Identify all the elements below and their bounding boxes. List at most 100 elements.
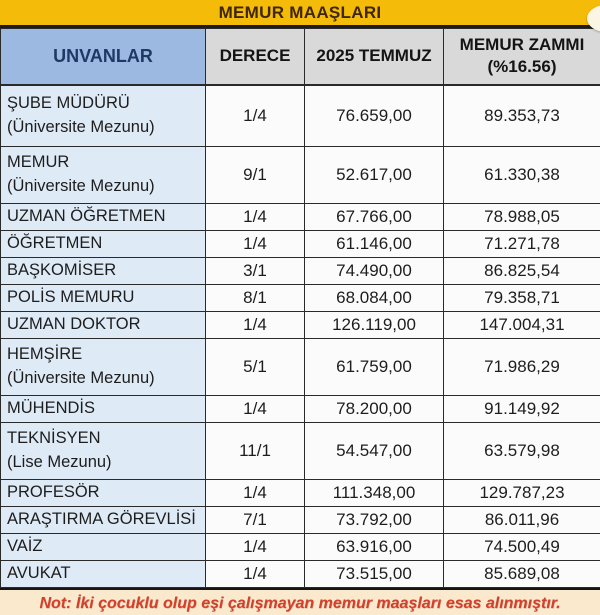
watermark-circle [587,5,600,32]
cell-zam: 71.271,78 [443,230,600,258]
cell-unvan: ARAŞTIRMA GÖREVLİSİ [0,506,206,534]
table-row: ÖĞRETMEN 1/4 61.146,00 71.271,78 [0,230,600,258]
column-header-derece: DERECE [205,28,305,86]
footnote: Not: İki çocuklu olup eşi çalışmayan mem… [0,588,600,615]
cell-temmuz: 78.200,00 [304,395,444,423]
cell-unvan: PROFESÖR [0,479,206,507]
row-title: UZMAN DOKTOR [7,315,141,334]
cell-derece: 7/1 [205,506,305,534]
table-row: UZMAN ÖĞRETMEN 1/4 67.766,00 78.988,05 [0,203,600,231]
row-title: MÜHENDİS [7,399,96,418]
table-row: PROFESÖR 1/4 111.348,00 129.787,23 [0,479,600,507]
cell-temmuz: 54.547,00 [304,422,444,480]
cell-temmuz: 61.759,00 [304,338,444,396]
cell-zam: 89.353,73 [443,84,600,147]
cell-derece: 1/4 [205,84,305,147]
cell-unvan: VAİZ [0,533,206,561]
row-title: BAŞKOMİSER [7,261,117,280]
row-title: POLİS MEMURU [7,288,135,307]
cell-temmuz: 67.766,00 [304,203,444,231]
cell-temmuz: 73.792,00 [304,506,444,534]
row-subtitle: (Üniversite Mezunu) [7,117,155,136]
row-title: HEMŞİRE [7,345,83,364]
column-header-unvanlar: UNVANLAR [0,28,206,86]
table-row: POLİS MEMURU 8/1 68.084,00 79.358,71 [0,284,600,312]
cell-zam: 85.689,08 [443,560,600,588]
cell-derece: 11/1 [205,422,305,480]
cell-unvan: MÜHENDİS [0,395,206,423]
cell-zam: 71.986,29 [443,338,600,396]
cell-temmuz: 68.084,00 [304,284,444,312]
table-row: TEKNİSYEN (Lise Mezunu) 11/1 54.547,00 6… [0,422,600,480]
row-title: ARAŞTIRMA GÖREVLİSİ [7,510,196,529]
cell-zam: 63.579,98 [443,422,600,480]
column-header-memur-zammi-line1: MEMUR ZAMMI [459,35,585,55]
cell-unvan: ŞUBE MÜDÜRÜ (Üniversite Mezunu) [0,84,206,147]
cell-temmuz: 74.490,00 [304,257,444,285]
cell-derece: 3/1 [205,257,305,285]
cell-unvan: UZMAN DOKTOR [0,311,206,339]
page-title: MEMUR MAAŞLARI [0,0,600,28]
column-header-memur-zammi: MEMUR ZAMMI (%16.56) [443,28,600,86]
cell-unvan: BAŞKOMİSER [0,257,206,285]
header-row: UNVANLAR DERECE 2025 TEMMUZ MEMUR ZAMMI … [0,28,600,86]
row-title: ÖĞRETMEN [7,234,103,253]
cell-zam: 129.787,23 [443,479,600,507]
column-header-memur-zammi-line2: (%16.56) [487,57,557,77]
cell-temmuz: 126.119,00 [304,311,444,339]
cell-temmuz: 63.916,00 [304,533,444,561]
row-title: TEKNİSYEN [7,429,101,448]
cell-zam: 86.011,96 [443,506,600,534]
cell-derece: 1/4 [205,479,305,507]
table-row: ARAŞTIRMA GÖREVLİSİ 7/1 73.792,00 86.011… [0,506,600,534]
cell-zam: 78.988,05 [443,203,600,231]
table-row: MÜHENDİS 1/4 78.200,00 91.149,92 [0,395,600,423]
row-title: VAİZ [7,537,43,556]
cell-derece: 1/4 [205,203,305,231]
cell-zam: 147.004,31 [443,311,600,339]
cell-derece: 9/1 [205,146,305,204]
table-row: BAŞKOMİSER 3/1 74.490,00 86.825,54 [0,257,600,285]
cell-zam: 79.358,71 [443,284,600,312]
cell-zam: 74.500,49 [443,533,600,561]
salary-table-body: ŞUBE MÜDÜRÜ (Üniversite Mezunu) 1/4 76.6… [0,84,600,588]
cell-unvan: TEKNİSYEN (Lise Mezunu) [0,422,206,480]
salary-table: UNVANLAR DERECE 2025 TEMMUZ MEMUR ZAMMI … [0,28,600,588]
cell-derece: 8/1 [205,284,305,312]
cell-unvan: MEMUR (Üniversite Mezunu) [0,146,206,204]
cell-zam: 61.330,38 [443,146,600,204]
cell-derece: 1/4 [205,533,305,561]
table-row: MEMUR (Üniversite Mezunu) 9/1 52.617,00 … [0,146,600,204]
cell-zam: 91.149,92 [443,395,600,423]
table-row: ŞUBE MÜDÜRÜ (Üniversite Mezunu) 1/4 76.6… [0,84,600,147]
cell-temmuz: 52.617,00 [304,146,444,204]
row-title: PROFESÖR [7,483,100,502]
column-header-2025-temmuz: 2025 TEMMUZ [304,28,444,86]
table-row: HEMŞİRE (Üniversite Mezunu) 5/1 61.759,0… [0,338,600,396]
cell-derece: 1/4 [205,311,305,339]
row-subtitle: (Lise Mezunu) [7,453,112,471]
cell-unvan: AVUKAT [0,560,206,588]
cell-temmuz: 76.659,00 [304,84,444,147]
cell-temmuz: 73.515,00 [304,560,444,588]
cell-derece: 1/4 [205,230,305,258]
row-title: UZMAN ÖĞRETMEN [7,207,166,226]
cell-temmuz: 61.146,00 [304,230,444,258]
cell-temmuz: 111.348,00 [304,479,444,507]
table-row: AVUKAT 1/4 73.515,00 85.689,08 [0,560,600,588]
cell-unvan: UZMAN ÖĞRETMEN [0,203,206,231]
row-title: ŞUBE MÜDÜRÜ [7,93,130,112]
row-subtitle: (Üniversite Mezunu) [7,369,155,387]
cell-unvan: ÖĞRETMEN [0,230,206,258]
table-row: VAİZ 1/4 63.916,00 74.500,49 [0,533,600,561]
cell-derece: 1/4 [205,560,305,588]
cell-derece: 1/4 [205,395,305,423]
row-subtitle: (Üniversite Mezunu) [7,177,155,195]
cell-zam: 86.825,54 [443,257,600,285]
cell-derece: 5/1 [205,338,305,396]
cell-unvan: POLİS MEMURU [0,284,206,312]
row-title: AVUKAT [7,564,71,583]
row-title: MEMUR [7,153,70,172]
cell-unvan: HEMŞİRE (Üniversite Mezunu) [0,338,206,396]
